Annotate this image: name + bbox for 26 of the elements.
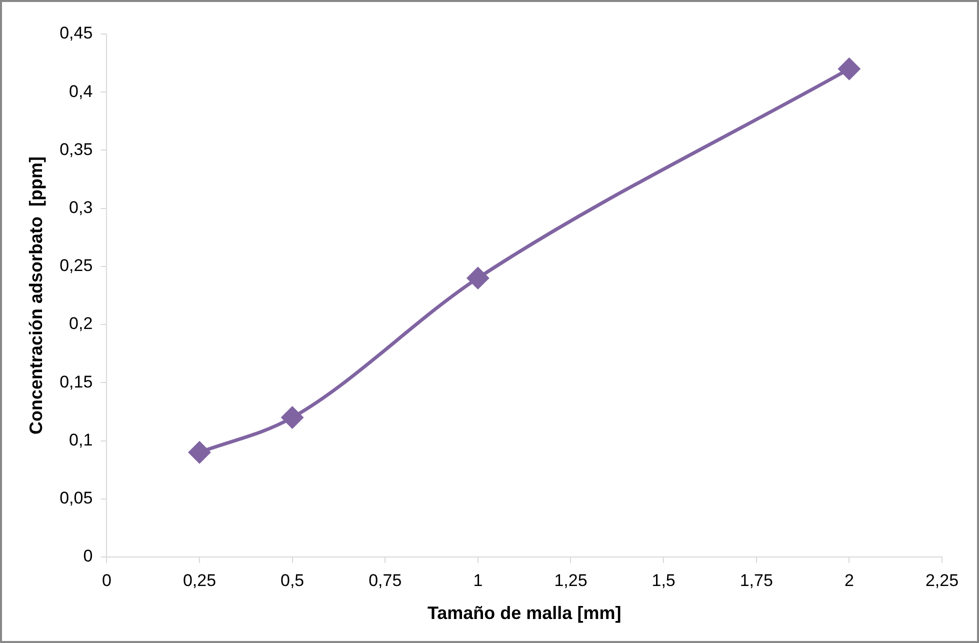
y-tick-label: 0,05 — [60, 488, 93, 508]
x-tick-label: 2 — [844, 570, 854, 590]
x-axis-title: Tamaño de malla [mm] — [427, 603, 622, 624]
x-tick-label: 0,25 — [182, 570, 216, 590]
x-tick-label: 0,5 — [280, 570, 304, 590]
y-axis-title: Concentración adsorbato [ppm] — [26, 156, 46, 435]
y-tick-label: 0,4 — [69, 82, 93, 101]
x-tick-label: 1,5 — [652, 570, 676, 590]
x-tick-label: 1 — [473, 570, 483, 590]
point — [188, 442, 210, 464]
y-tick-label: 0,1 — [69, 430, 93, 450]
y-tick-label: 0,45 — [60, 24, 93, 43]
y-tick-label: 0,2 — [69, 314, 93, 334]
y-tick-label: 0,35 — [60, 140, 93, 159]
point — [282, 406, 304, 428]
x-tick-label: 2,25 — [925, 570, 959, 590]
x-tick-label: 1,75 — [740, 570, 773, 590]
y-tick-label: 0,15 — [60, 372, 93, 392]
point — [467, 267, 489, 289]
y-tick-label: 0,3 — [69, 198, 93, 218]
x-tick-label: 1,25 — [554, 570, 588, 590]
x-tick-label: 0 — [102, 570, 112, 590]
x-tick-label: 0,75 — [368, 570, 402, 590]
y-tick-label: 0 — [83, 546, 93, 566]
point — [838, 58, 860, 80]
y-tick-label: 0,25 — [60, 256, 93, 276]
